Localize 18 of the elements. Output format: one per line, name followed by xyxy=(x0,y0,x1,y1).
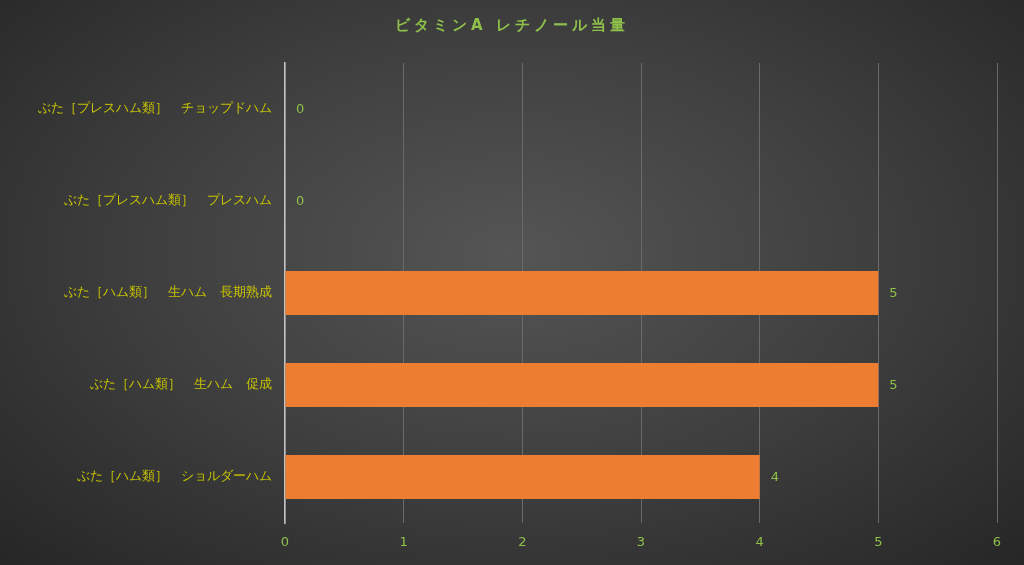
y-tick-label: ぶた［ハム類］ 生ハム 長期熟成 xyxy=(64,284,272,300)
data-label: 5 xyxy=(889,377,898,393)
y-tick-label: ぶた［ハム類］ 生ハム 促成 xyxy=(90,376,272,392)
data-label: 0 xyxy=(296,193,305,209)
data-label: 0 xyxy=(296,101,305,117)
data-label: 4 xyxy=(770,469,779,485)
x-tick-label: 1 xyxy=(399,534,408,550)
x-tick-label: 4 xyxy=(755,534,764,550)
x-tick-label: 2 xyxy=(518,534,527,550)
y-tick-label: ぶた［プレスハム類］ プレスハム xyxy=(64,192,272,208)
chart-title: ビタミンA レチノール当量 xyxy=(394,16,630,35)
x-tick-label: 3 xyxy=(636,534,646,550)
y-tick-label: ぶた［ハム類］ ショルダーハム xyxy=(77,468,272,484)
y-tick-label: ぶた［プレスハム類］ チョップドハム xyxy=(38,100,272,116)
x-tick-label: 0 xyxy=(280,534,290,550)
x-tick-label: 5 xyxy=(874,534,883,550)
data-label: 5 xyxy=(889,285,898,301)
x-tick-label: 6 xyxy=(992,534,1002,550)
